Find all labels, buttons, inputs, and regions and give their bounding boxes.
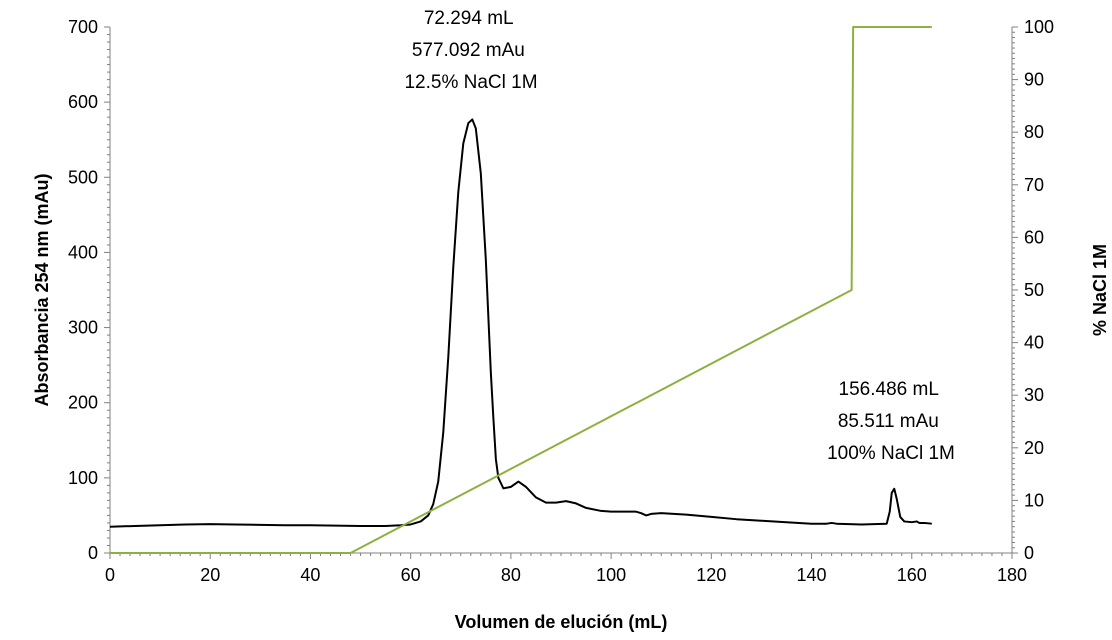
y-tick-label: 700 <box>68 17 98 37</box>
x-axis-title: Volumen de elución (mL) <box>455 612 668 632</box>
y2-axis-title: % NaCl 1M <box>1090 244 1110 336</box>
x-tick-label: 60 <box>401 565 421 585</box>
annotation-line: 72.294 mL <box>424 8 513 29</box>
x-tick-label: 20 <box>200 565 220 585</box>
y2-tick-label: 30 <box>1024 385 1044 405</box>
y-tick-label: 600 <box>68 92 98 112</box>
peak-annotation-1: 72.294 mL 577.092 mAu 12.5% NaCl 1M <box>404 8 537 93</box>
y2-tick-label: 20 <box>1024 438 1044 458</box>
y2-tick-label: 80 <box>1024 122 1044 142</box>
y2-tick-label: 10 <box>1024 490 1044 510</box>
annotation-line: 156.486 mL <box>839 379 939 400</box>
y-tick-label: 0 <box>88 543 98 563</box>
y-tick-label: 100 <box>68 468 98 488</box>
x-tick-label: 180 <box>997 565 1027 585</box>
y2-tick-label: 0 <box>1024 543 1034 563</box>
annotation-line: 12.5% NaCl 1M <box>404 72 537 93</box>
y2-tick-label: 40 <box>1024 333 1044 353</box>
absorbance-line <box>109 118 932 528</box>
plot-area <box>109 26 932 554</box>
peak-annotation-2: 156.486 mL 85.511 mAu 100% NaCl 1M <box>827 379 955 464</box>
y-tick-label: 400 <box>68 242 98 262</box>
annotation-line: 100% NaCl 1M <box>827 443 955 464</box>
y-axis-title: Absorbancia 254 nm (mAu) <box>32 173 52 406</box>
x-tick-label: 80 <box>501 565 521 585</box>
nacl-gradient-line <box>110 26 932 554</box>
y-tick-label: 500 <box>68 167 98 187</box>
x-tick-label: 120 <box>696 565 726 585</box>
y2-tick-label: 90 <box>1024 70 1044 90</box>
y2-tick-label: 60 <box>1024 227 1044 247</box>
y-tick-label: 300 <box>68 318 98 338</box>
x-tick-label: 40 <box>300 565 320 585</box>
annotation-line: 577.092 mAu <box>412 40 525 61</box>
y2-tick-label: 50 <box>1024 280 1044 300</box>
axes <box>104 26 1018 559</box>
y2-tick-label: 100 <box>1024 17 1054 37</box>
x-tick-label: 140 <box>797 565 827 585</box>
y-tick-label: 200 <box>68 393 98 413</box>
x-tick-label: 100 <box>596 565 626 585</box>
x-tick-label: 0 <box>105 565 115 585</box>
x-tick-label: 160 <box>897 565 927 585</box>
annotation-line: 85.511 mAu <box>838 411 939 432</box>
tick-labels: 0 20 40 60 80 100 120 140 160 1800100200300400500… <box>68 17 1054 585</box>
y2-tick-label: 70 <box>1024 175 1044 195</box>
